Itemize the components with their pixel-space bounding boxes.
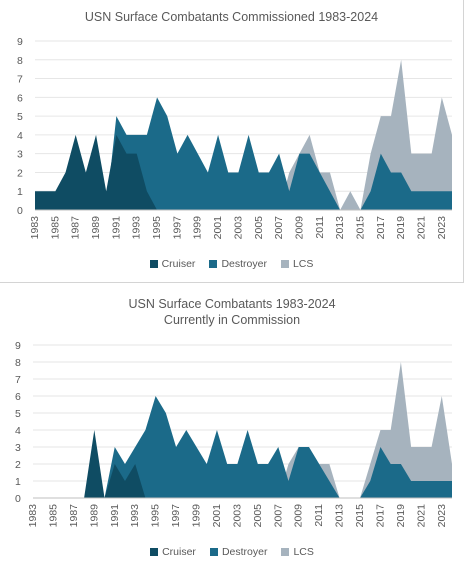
x-tick-label: 1999: [192, 216, 204, 240]
y-tick-label: 6: [15, 391, 21, 403]
legend-label: Cruiser: [161, 258, 196, 270]
y-tick-label: 9: [17, 36, 23, 48]
x-tick-label: 1993: [129, 504, 141, 528]
y-tick-label: 0: [17, 205, 23, 217]
legend-swatch-destroyer: [209, 548, 218, 556]
chart-title: USN Surface Combatants Commissioned 1983…: [84, 10, 379, 24]
x-tick-label: 2023: [436, 216, 448, 240]
x-tick-label: 1983: [29, 216, 41, 240]
legend-swatch-cruiser: [149, 260, 158, 268]
x-tick-label: 1987: [70, 216, 82, 240]
x-tick-label: 2001: [211, 504, 223, 528]
x-tick-label: 1999: [191, 504, 203, 528]
y-tick-label: 3: [17, 149, 23, 161]
chart-title: USN Surface Combatants 1983-2024: [128, 297, 336, 311]
y-tick-label: 6: [17, 92, 23, 104]
legend-label: LCS: [292, 258, 314, 270]
chart-panel-in-commission: USN Surface Combatants 1983-2024 Current…: [0, 289, 464, 564]
x-tick-label: 2009: [293, 216, 305, 240]
legend-label: Cruiser: [162, 546, 196, 558]
legend-swatch-destroyer: [209, 260, 218, 268]
x-tick-label: 2005: [252, 504, 264, 528]
legend-item-destroyer: Destroyer: [209, 258, 267, 270]
x-tick-label: 2021: [415, 504, 427, 528]
x-tick-label: 2003: [232, 216, 244, 240]
y-tick-label: 7: [15, 374, 21, 386]
x-tick-label: 2019: [395, 216, 407, 240]
chart-plot: 0 1 2 3 4 5 6 7 8 9 1983 1985 1987 1989 1991 1993 1995 19…: [17, 36, 452, 240]
legend-item-lcs: LCS: [280, 258, 314, 270]
x-tick-label: 1995: [151, 216, 163, 240]
x-tick-label: 2001: [212, 216, 224, 240]
x-tick-label: 2013: [334, 216, 346, 240]
legend-label: Destroyer: [221, 258, 267, 270]
x-tick-label: 2015: [354, 504, 366, 528]
y-tick-label: 5: [15, 408, 21, 420]
chart-legend: Cruiser Destroyer LCS: [0, 546, 464, 558]
legend-swatch-cruiser: [150, 548, 159, 556]
x-tick-label: 1985: [49, 216, 61, 240]
x-tick-label: 2011: [314, 216, 326, 239]
x-tick-label: 2017: [375, 216, 387, 240]
x-tick-label: 1997: [171, 216, 183, 240]
legend-swatch-lcs: [281, 548, 290, 556]
y-tick-label: 9: [15, 340, 21, 352]
chart-legend: Cruiser Destroyer LCS: [0, 258, 463, 270]
x-tick-label: 2009: [293, 504, 305, 528]
chart-subtitle: Currently in Commission: [163, 313, 301, 327]
x-tick-label: 2013: [334, 504, 346, 528]
x-tick-label: 1991: [109, 504, 121, 528]
y-tick-label: 5: [17, 111, 23, 123]
y-tick-label: 8: [17, 55, 23, 67]
x-tick-label: 2011: [313, 504, 325, 527]
y-tick-label: 1: [17, 186, 23, 198]
legend-item-destroyer: Destroyer: [209, 546, 268, 558]
chart-panel-commissioned: USN Surface Combatants Commissioned 1983…: [0, 0, 464, 283]
y-tick-label: 4: [17, 130, 23, 142]
x-tick-label: 1993: [131, 216, 143, 240]
x-tick-label: 1987: [68, 504, 80, 528]
x-tick-label: 1995: [150, 504, 162, 528]
chart-plot: 0 1 2 3 4 5 6 7 8 9 1983 1985 1987 1989 1991 1993 1995 19…: [15, 340, 452, 528]
legend-label: LCS: [293, 546, 314, 558]
y-tick-label: 2: [17, 167, 23, 179]
x-tick-label: 2007: [272, 504, 284, 528]
x-tick-label: 2023: [436, 504, 448, 528]
x-tick-label: 2005: [253, 216, 265, 240]
y-tick-label: 3: [15, 442, 21, 454]
y-tick-label: 2: [15, 459, 21, 471]
y-tick-label: 1: [15, 476, 21, 488]
legend-item-lcs: LCS: [281, 546, 314, 558]
legend-label: Destroyer: [221, 546, 268, 558]
y-tick-label: 7: [17, 74, 23, 86]
x-tick-label: 2015: [354, 216, 366, 240]
x-tick-label: 1983: [27, 504, 39, 528]
legend-swatch-lcs: [280, 260, 289, 268]
x-tick-label: 2003: [231, 504, 243, 528]
x-tick-label: 2019: [395, 504, 407, 528]
x-tick-label: 1989: [90, 216, 102, 240]
y-tick-label: 8: [15, 357, 21, 369]
y-tick-label: 4: [15, 425, 21, 437]
series-area-cruiser: [35, 134, 452, 210]
x-tick-label: 2017: [374, 504, 386, 528]
x-tick-label: 1989: [88, 504, 100, 528]
x-tick-label: 1997: [170, 504, 182, 528]
y-tick-label: 0: [15, 493, 21, 505]
legend-item-cruiser: Cruiser: [149, 258, 196, 270]
series-area-cruiser: [33, 430, 452, 498]
x-tick-label: 2021: [415, 216, 427, 240]
x-tick-label: 2007: [273, 216, 285, 240]
x-tick-label: 1991: [110, 216, 122, 240]
legend-item-cruiser: Cruiser: [150, 546, 196, 558]
x-tick-label: 1985: [47, 504, 59, 528]
